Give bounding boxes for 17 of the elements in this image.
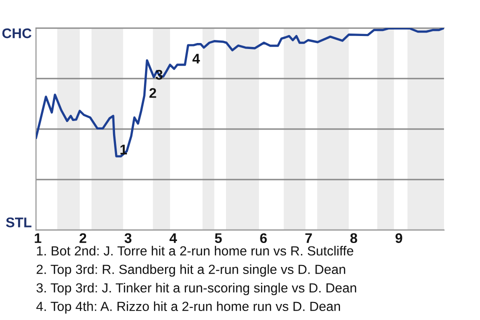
x-tick-label: 6 <box>260 233 267 244</box>
text: STL <box>6 218 32 228</box>
x-tick-label: 2 <box>80 233 86 243</box>
x-tick-label: 7 <box>305 233 312 243</box>
x-tick-label: 3 <box>124 233 132 244</box>
text: 3. Top 3rd: J. Tinker hit a run-scoring single vs D. Dean <box>36 282 356 296</box>
text: 2. Top 3rd: R. Sandberg hit a 2-run single vs D. Dean <box>36 264 346 277</box>
text: CHC <box>2 28 32 38</box>
x-tick-label: 8 <box>350 233 358 244</box>
annotation: 4 <box>192 54 200 64</box>
x-tick-label: 5 <box>214 233 222 244</box>
x-tick-label: 9 <box>395 233 402 244</box>
x-tick-label: 4 <box>170 233 177 243</box>
text: 4. Top 4th: A. Rizzo hit a 2-run home run vs D. Dean <box>36 301 340 314</box>
annotation: 2 <box>149 88 156 98</box>
x-tick-label: 1 <box>34 233 42 243</box>
text: 1. Bot 2nd: J. Torre hit a 2-run home run vs R. Sutcliffe <box>37 246 354 256</box>
